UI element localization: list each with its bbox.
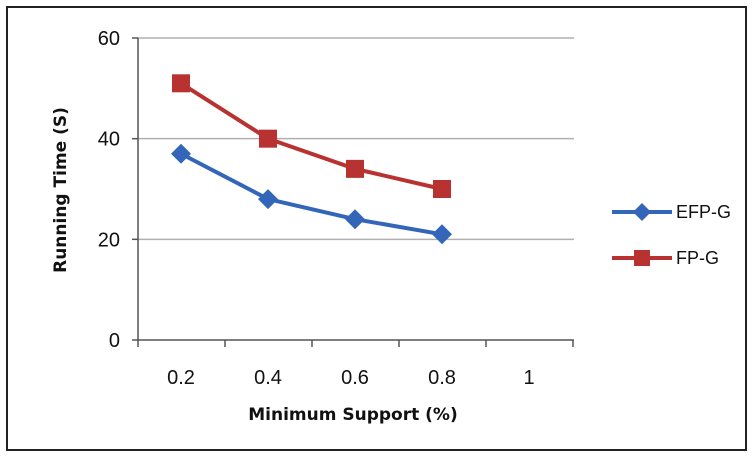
series-efp-g bbox=[171, 143, 452, 245]
series-fp-g bbox=[172, 74, 451, 198]
legend-marker bbox=[634, 250, 650, 266]
y-tick-label: 20 bbox=[98, 229, 120, 251]
y-tick-label: 40 bbox=[98, 129, 120, 151]
data-point bbox=[345, 209, 365, 230]
x-tick-label: 0.6 bbox=[341, 367, 369, 389]
series-line bbox=[179, 81, 443, 191]
data-point bbox=[433, 180, 451, 198]
chart-frame bbox=[6, 6, 747, 451]
legend: EFP-G FP-G bbox=[612, 202, 731, 268]
x-tick-label: 0.4 bbox=[254, 367, 282, 389]
x-tick-label: 0.8 bbox=[428, 367, 456, 389]
legend-item: EFP-G bbox=[612, 202, 731, 222]
x-tick-label: 1 bbox=[523, 367, 534, 389]
series-group bbox=[171, 74, 452, 245]
legend-label: FP-G bbox=[676, 248, 719, 268]
data-point bbox=[259, 129, 277, 148]
data-point bbox=[172, 74, 190, 93]
y-axis-label: Running Time (S) bbox=[51, 107, 71, 273]
x-axis-label: Minimum Support (%) bbox=[248, 405, 458, 425]
y-tick-labels: 0 20 40 60 bbox=[98, 28, 120, 352]
x-tick-label: 0.2 bbox=[167, 367, 195, 389]
data-point bbox=[258, 189, 278, 210]
legend-item: FP-G bbox=[612, 248, 719, 268]
data-point bbox=[171, 143, 191, 164]
legend-label: EFP-G bbox=[676, 202, 731, 222]
data-point bbox=[432, 224, 452, 245]
data-point bbox=[346, 159, 364, 178]
legend-marker bbox=[633, 203, 651, 221]
x-tick-labels: 0.2 0.4 0.6 0.8 1 bbox=[167, 367, 534, 389]
axes bbox=[137, 38, 574, 347]
y-tick-label: 0 bbox=[109, 330, 120, 352]
y-tick-label: 60 bbox=[98, 28, 120, 50]
series-line bbox=[180, 151, 443, 237]
gridlines bbox=[132, 37, 574, 341]
